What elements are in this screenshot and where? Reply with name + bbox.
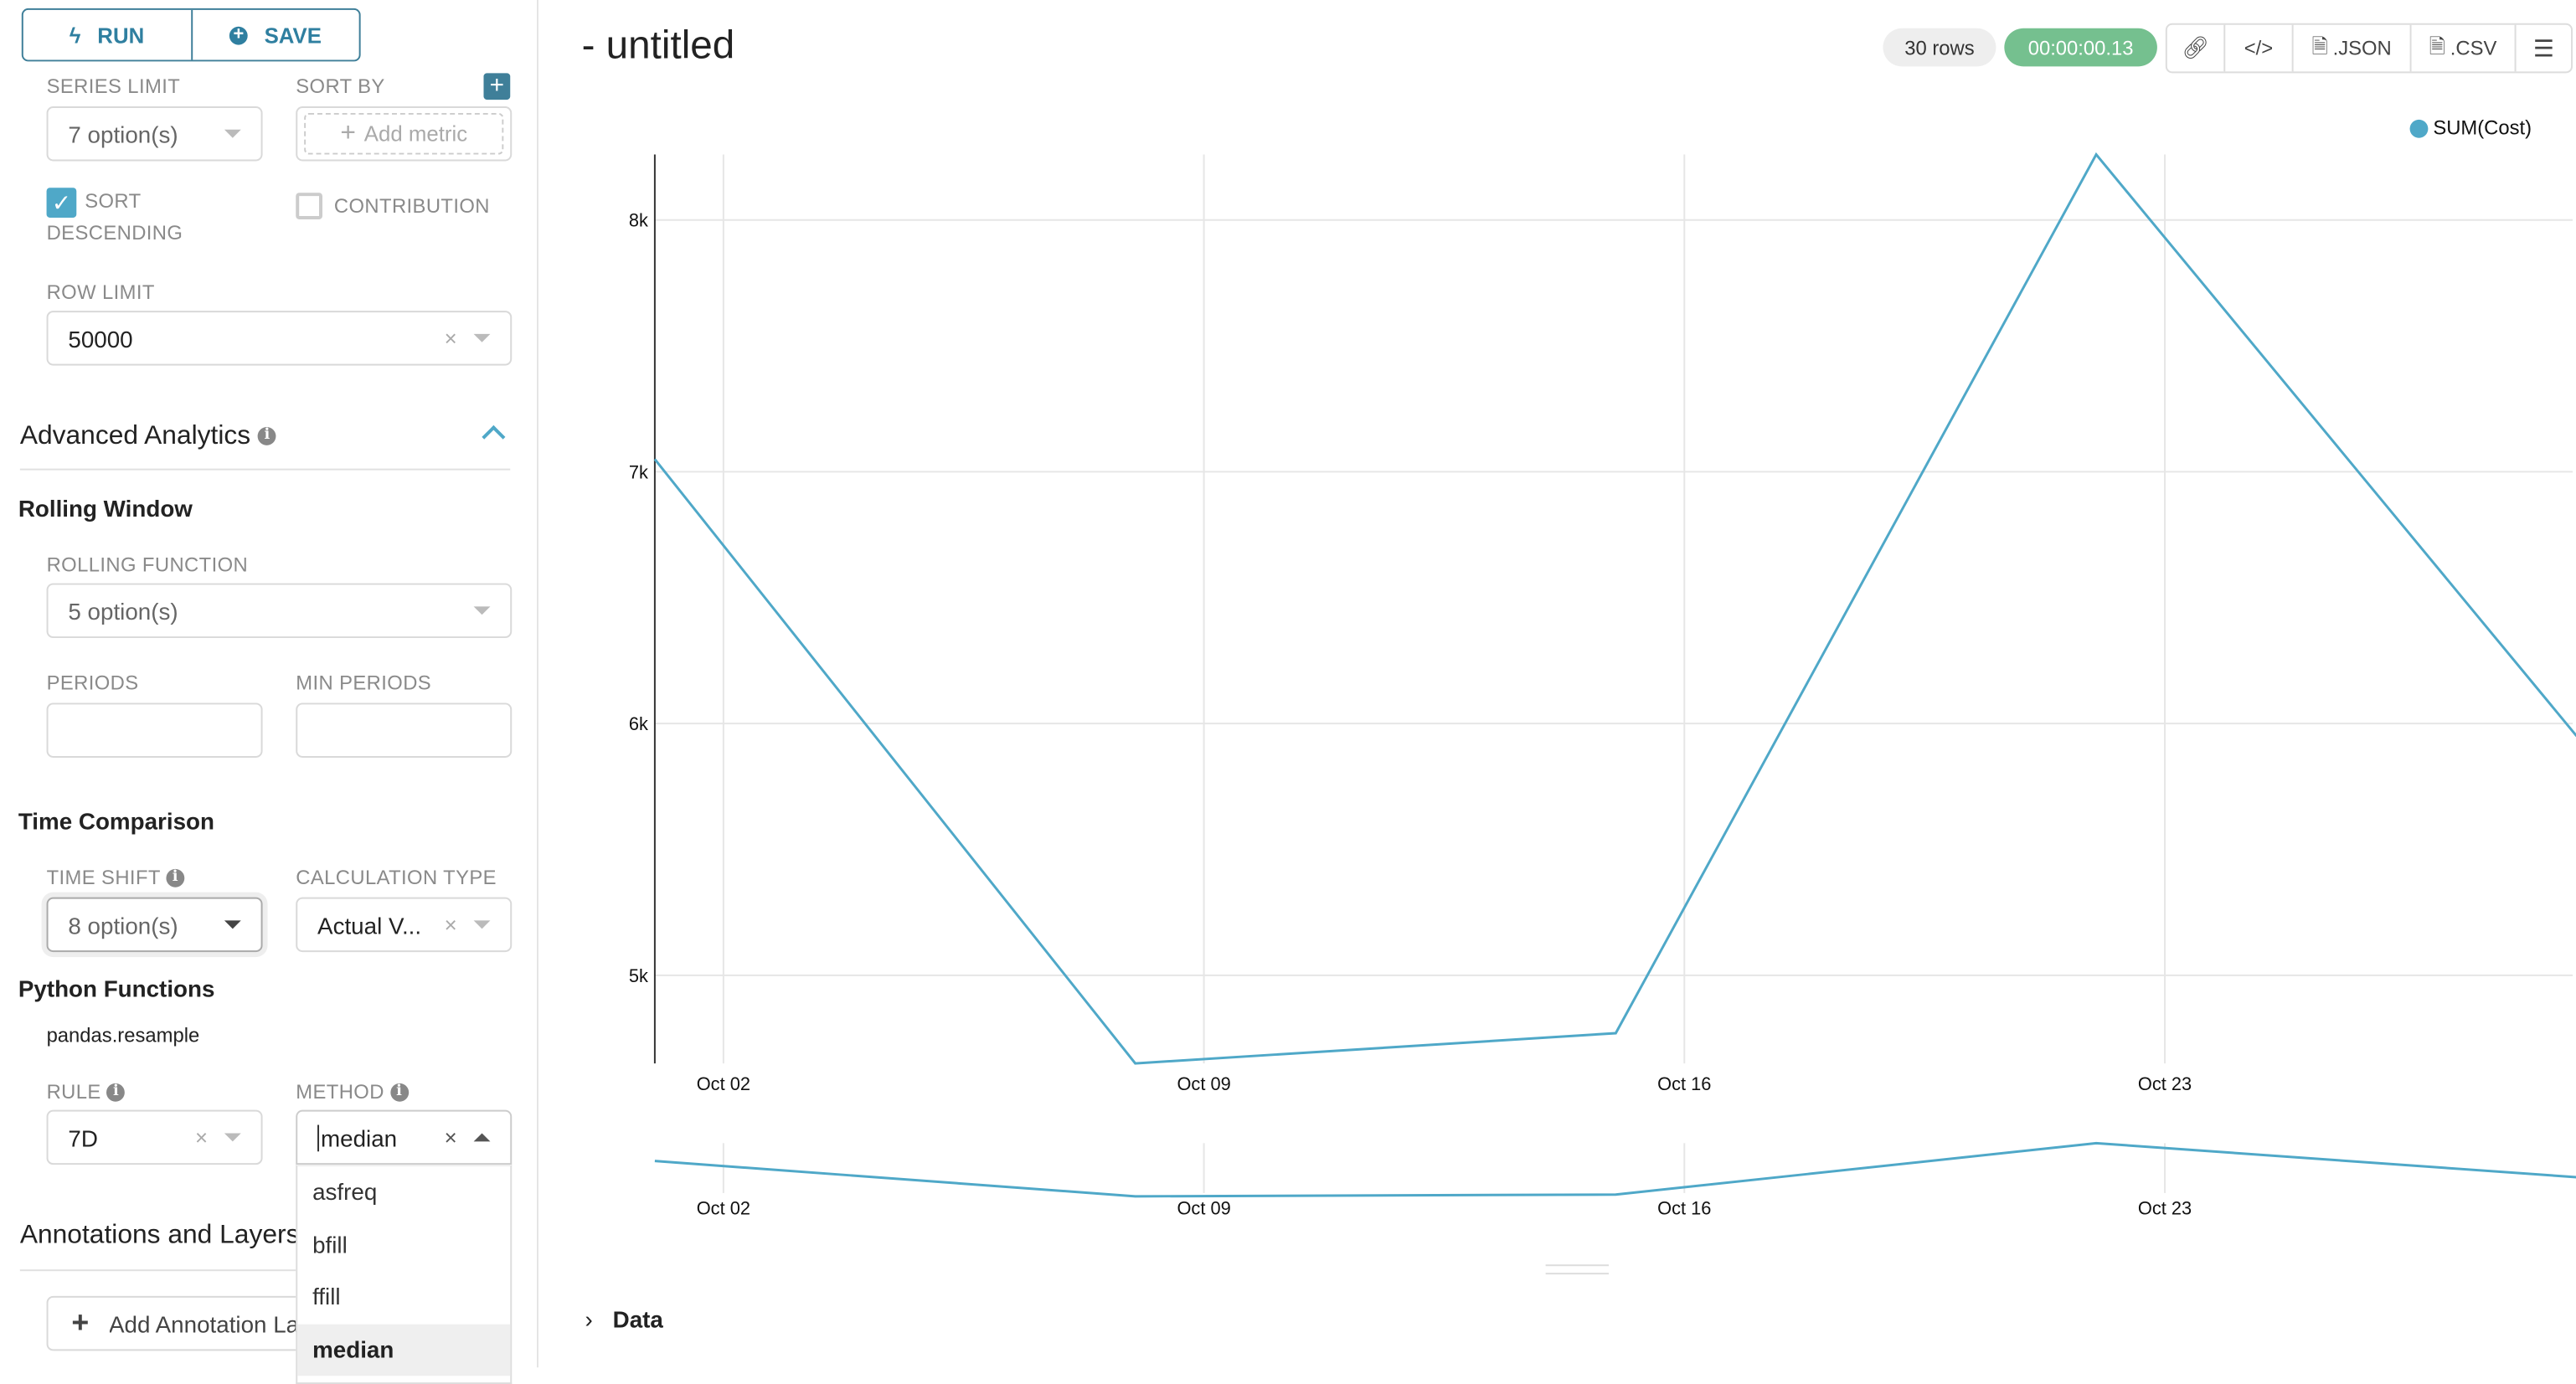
- y-tick-label: 7k: [629, 461, 648, 482]
- sort-descending-checkbox[interactable]: ✓: [46, 188, 77, 218]
- y-tick-label: 6k: [629, 713, 648, 734]
- y-tick-label: 5k: [629, 965, 648, 986]
- clear-icon[interactable]: ×: [444, 325, 457, 351]
- rolling-function-select[interactable]: 5 option(s): [46, 583, 513, 639]
- add-annotation-layer-button[interactable]: + Add Annotation Layer: [46, 1295, 479, 1351]
- rule-select[interactable]: 7D ×: [46, 1109, 263, 1165]
- save-button[interactable]: + SAVE: [190, 9, 358, 60]
- contribution-checkbox[interactable]: [296, 193, 322, 219]
- method-option[interactable]: bfill: [312, 1230, 348, 1258]
- rolling-window-title: Rolling Window: [18, 495, 193, 522]
- chevron-up-icon: [473, 1133, 491, 1142]
- resize-handle[interactable]: [1545, 1264, 1610, 1275]
- time-shift-select[interactable]: 8 option(s): [46, 897, 263, 953]
- control-panel: ϟ RUN + SAVE SERIES LIMIT 7 option(s) SORT…: [0, 0, 538, 1384]
- row-count-badge: 30 rows: [1883, 28, 1996, 67]
- hamburger-icon: ☰: [2532, 33, 2554, 61]
- series-limit-label: SERIES LIMIT: [46, 75, 181, 99]
- advanced-analytics-header[interactable]: Advanced Analytics i: [20, 422, 276, 452]
- chevron-down-icon: [473, 606, 491, 615]
- export-csv-button[interactable]: 🗎 .CSV: [2409, 24, 2515, 72]
- annotations-header[interactable]: Annotations and Layers: [19, 1221, 300, 1250]
- code-icon: </>: [2244, 36, 2274, 60]
- series-line: [653, 152, 2576, 1065]
- link-button[interactable]: 🔗︎: [2167, 25, 2223, 72]
- timer-badge: 00:00:00.13: [2004, 28, 2157, 67]
- clear-icon[interactable]: ×: [444, 1124, 457, 1150]
- python-functions-title: Python Functions: [18, 975, 215, 1002]
- info-icon: i: [166, 869, 185, 888]
- embed-code-button[interactable]: </>: [2223, 24, 2291, 72]
- info-icon: i: [258, 427, 276, 446]
- rule-label: RULE i: [47, 1080, 126, 1104]
- y-tick-label: 8k: [629, 210, 648, 231]
- file-code-icon: 🗎: [2311, 33, 2328, 58]
- chevron-down-icon: [473, 920, 491, 929]
- chevron-down-icon: [224, 129, 241, 138]
- divider: [19, 468, 511, 471]
- clear-icon[interactable]: ×: [194, 1124, 209, 1150]
- run-button[interactable]: ϟ RUN: [69, 22, 145, 48]
- clear-icon[interactable]: ×: [444, 912, 457, 938]
- sort-descending-label: SORT: [85, 189, 142, 214]
- pandas-resample-label: pandas.resample: [46, 1023, 200, 1047]
- file-text-icon: 🗎: [2429, 33, 2445, 58]
- method-option-selected[interactable]: median: [297, 1323, 511, 1376]
- method-dropdown-menu: asfreq bfill ffill median: [296, 1165, 513, 1384]
- sort-by-field[interactable]: + Add metric: [296, 106, 513, 162]
- legend-item[interactable]: SUM(Cost): [2409, 116, 2532, 140]
- chart-actions: 🔗︎ </> 🗎 .JSON 🗎 .CSV ☰: [2165, 23, 2573, 74]
- method-option[interactable]: asfreq: [312, 1178, 378, 1205]
- plus-circle-icon: +: [229, 25, 248, 44]
- divider: [19, 1269, 511, 1272]
- sort-by-label: SORT BY: [296, 75, 385, 99]
- plus-icon: +: [340, 118, 356, 147]
- calculation-type-label: CALCULATION TYPE: [296, 865, 497, 889]
- add-metric-button[interactable]: + Add metric: [304, 112, 504, 155]
- bolt-icon: ϟ: [69, 22, 81, 48]
- contribution-label: CONTRIBUTION: [333, 194, 490, 218]
- brush-tick-label: Oct 09: [1177, 1198, 1230, 1219]
- method-select[interactable]: median ×: [296, 1109, 513, 1165]
- chevron-down-icon: [473, 333, 491, 342]
- brush-tick-label: Oct 23: [2138, 1198, 2192, 1219]
- info-icon: i: [389, 1083, 409, 1103]
- x-tick-label: Oct 02: [697, 1073, 750, 1094]
- method-label: METHOD i: [296, 1080, 409, 1104]
- time-comparison-title: Time Comparison: [18, 807, 215, 835]
- plus-icon: +: [71, 1305, 90, 1340]
- min-periods-input[interactable]: [296, 702, 513, 758]
- chart-title[interactable]: - untitled: [581, 23, 735, 69]
- run-save-group: ϟ RUN + SAVE: [21, 8, 361, 62]
- x-tick-label: Oct 16: [1657, 1073, 1711, 1094]
- link-icon: 🔗︎: [2182, 34, 2209, 60]
- export-json-button[interactable]: 🗎 .JSON: [2291, 24, 2410, 72]
- brush-tick-label: Oct 16: [1657, 1198, 1711, 1219]
- time-shift-label: TIME SHIFT i: [47, 866, 185, 889]
- x-tick-label: Oct 09: [1177, 1073, 1230, 1094]
- x-tick-label: Oct 23: [2138, 1073, 2192, 1094]
- periods-input[interactable]: [46, 702, 263, 758]
- more-menu-button[interactable]: ☰: [2514, 24, 2571, 72]
- data-section-toggle[interactable]: › Data: [585, 1305, 663, 1333]
- chevron-down-icon: [224, 920, 241, 929]
- info-icon: i: [106, 1083, 126, 1103]
- series-limit-select[interactable]: 7 option(s): [46, 106, 263, 162]
- legend-dot-icon: [2409, 118, 2429, 137]
- chevron-down-icon: [224, 1133, 241, 1142]
- brush-tick-label: Oct 02: [697, 1198, 750, 1219]
- add-sort-button[interactable]: +: [483, 72, 511, 100]
- row-limit-select[interactable]: 50000 ×: [46, 311, 513, 366]
- row-limit-label: ROW LIMIT: [46, 280, 155, 305]
- brush-series-line: [654, 1141, 2576, 1198]
- periods-label: PERIODS: [46, 671, 139, 695]
- calculation-type-select[interactable]: Actual V... ×: [296, 897, 513, 953]
- sort-descending-label-2: DESCENDING: [46, 220, 183, 244]
- method-option[interactable]: ffill: [312, 1283, 341, 1309]
- rolling-function-label: ROLLING FUNCTION: [46, 553, 249, 577]
- chevron-right-icon: ›: [585, 1305, 593, 1333]
- min-periods-label: MIN PERIODS: [296, 671, 432, 695]
